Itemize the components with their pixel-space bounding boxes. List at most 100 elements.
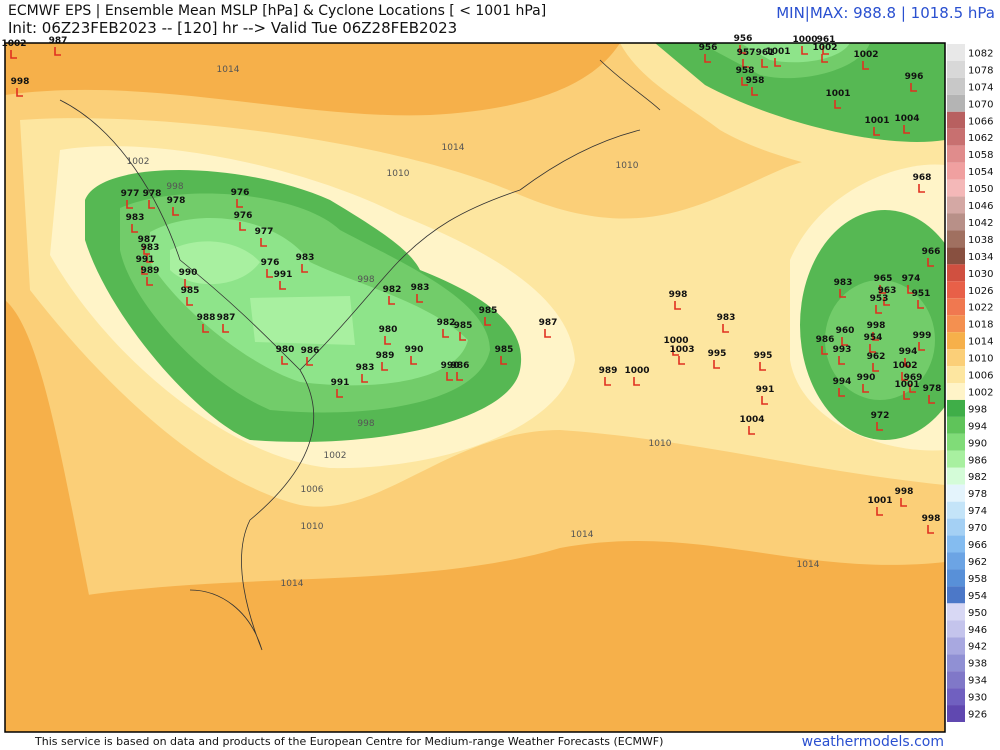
contour-label: 1010 [616, 161, 639, 171]
map [5, 43, 945, 732]
cyclone-pressure: 951 [912, 289, 931, 299]
cyclone-pressure: 985 [495, 345, 514, 355]
low-symbol [927, 525, 934, 534]
cyclone-pressure: 978 [143, 189, 162, 199]
cyclone-pressure: 1002 [892, 361, 917, 371]
cyclone-pressure: 996 [905, 72, 924, 82]
low-symbol [834, 100, 841, 109]
low-symbol [260, 238, 267, 247]
colorbar-label: 934 [968, 676, 987, 687]
cyclone-pressure: 1004 [894, 114, 919, 124]
low-symbol [838, 388, 845, 397]
colorbar-label: 930 [968, 693, 987, 704]
cyclone-pressure: 983 [141, 243, 160, 253]
cyclone-pressure: 1001 [867, 496, 892, 506]
colorbar-label: 1018 [968, 320, 993, 331]
colorbar-cell [947, 399, 965, 417]
colorbar-label: 966 [968, 540, 987, 551]
colorbar-label: 1034 [968, 252, 993, 263]
contour-label: 998 [357, 275, 374, 285]
cyclone-pressure: 991 [756, 385, 775, 395]
low-symbol [126, 200, 133, 209]
colorbar-label: 1050 [968, 184, 993, 195]
cyclone-pressure: 989 [376, 351, 395, 361]
cyclone-pressure: 987 [138, 235, 157, 245]
contour-labels: 1014 1010 1002 1014 1010 998 998 998 1002 1006 101… [127, 65, 820, 589]
colorbar-label: 1054 [968, 167, 993, 178]
low-symbol [459, 332, 466, 341]
low-symbol [801, 46, 808, 55]
low-symbol [54, 47, 61, 56]
cyclone-pressure: 953 [870, 294, 889, 304]
colorbar-label: 950 [968, 608, 987, 619]
low-symbol [883, 297, 890, 306]
colorbar-cell [947, 654, 965, 672]
low-symbol [821, 54, 828, 63]
low-symbol [143, 246, 150, 255]
low-symbol [910, 83, 917, 92]
cyclone-pressure: 999 [913, 331, 932, 341]
colorbar-label: 1030 [968, 269, 993, 280]
cyclone-pressure: 1002 [853, 50, 878, 60]
field-994 [825, 280, 935, 400]
cyclone-pressure: 961 [817, 35, 836, 45]
low-symbol [873, 127, 880, 136]
cyclone-pressure: 968 [913, 173, 932, 183]
low-symbol [222, 324, 229, 333]
colorbar-cell [947, 518, 965, 536]
low-symbol [544, 329, 551, 338]
site-link[interactable]: weathermodels.com [802, 734, 944, 750]
colorbar-label: 994 [968, 421, 987, 432]
low-symbol [876, 422, 883, 431]
contour-label: 1014 [797, 560, 820, 570]
cyclone-pressure: 976 [234, 211, 253, 221]
colorbar-cell [947, 383, 965, 400]
colorbar-label: 998 [968, 404, 987, 415]
title: ECMWF EPS | Ensemble Mean MSLP [hPa] & C… [8, 3, 546, 19]
colorbar-label: 1082 [968, 48, 993, 59]
contour-label: 1014 [217, 65, 240, 75]
low-symbol [604, 377, 611, 386]
low-symbol [146, 277, 153, 286]
cyclone-pressure: 998 [867, 321, 886, 331]
cyclone-pressure: 962 [867, 352, 886, 362]
min-max: MIN|MAX: 988.8 | 1018.5 hPa [776, 4, 995, 22]
colorbar-label: 978 [968, 489, 987, 500]
low-symbol [266, 269, 273, 278]
cyclone-pressure: 989 [141, 266, 160, 276]
low-symbol [907, 285, 914, 294]
colorbar-cell [947, 230, 965, 248]
cyclone-pressure: 983 [126, 213, 145, 223]
contour-label: 1014 [281, 579, 304, 589]
contour-label: 1002 [324, 451, 347, 461]
low-symbol [872, 332, 879, 341]
colorbar-label: 1006 [968, 371, 993, 382]
colorbar-cell [947, 128, 965, 146]
cyclone-pressure: 963 [878, 286, 897, 296]
low-symbol [928, 395, 935, 404]
low-symbol [839, 289, 846, 298]
low-symbol [141, 266, 148, 275]
colorbar-label: 954 [968, 591, 987, 602]
low-symbol [236, 199, 243, 208]
low-symbol [879, 285, 886, 294]
colorbar-label: 1042 [968, 218, 993, 229]
low-symbol [281, 356, 288, 365]
colorbar-cell [947, 77, 965, 95]
low-symbol [361, 374, 368, 383]
colorbar-label: 1022 [968, 303, 993, 314]
colorbar-cell [947, 94, 965, 112]
cyclone-pressure: 988 [197, 313, 216, 323]
colorbar-cell [947, 332, 965, 350]
low-symbol [306, 357, 313, 366]
low-symbol [927, 258, 934, 267]
colorbar: 1082 1078 1074 1070 1066 1062 1058 1054 1050 1046… [947, 44, 993, 722]
colorbar-cell [947, 620, 965, 638]
cyclone-pressure: 991 [274, 270, 293, 280]
cyclone-pressure: 976 [231, 188, 250, 198]
cyclone-pressure: 998 [11, 77, 30, 87]
colorbar-label: 926 [968, 710, 987, 721]
cyclone-pressure: 1001 [864, 116, 889, 126]
cyclone-pressure: 982 [383, 285, 402, 295]
cyclone-pressure: 991 [331, 378, 350, 388]
